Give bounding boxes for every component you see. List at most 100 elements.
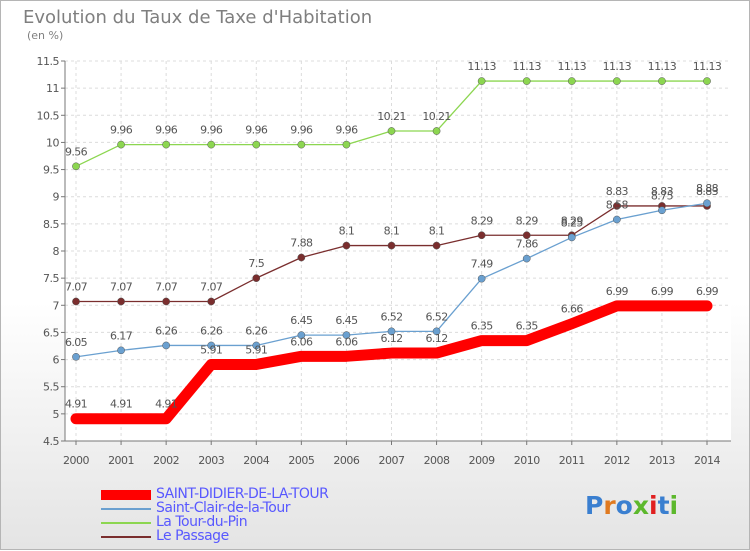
x-tick-label: 2012 <box>604 454 630 467</box>
series-point-1 <box>658 206 666 215</box>
data-label-0: 6.12 <box>426 332 448 345</box>
data-label-0: 6.06 <box>290 335 313 348</box>
data-label-3: 7.07 <box>110 280 133 293</box>
x-tick-label: 2004 <box>243 454 269 467</box>
series-point-3 <box>613 202 621 210</box>
x-tick-label: 2002 <box>153 454 179 467</box>
data-label-0: 6.06 <box>335 335 358 348</box>
series-point-1 <box>522 254 531 263</box>
data-label-3: 8.29 <box>561 214 584 227</box>
data-label-2: 11.13 <box>648 60 677 73</box>
series-point-1 <box>703 199 711 208</box>
series-point-1 <box>432 327 441 336</box>
data-label-3: 7.88 <box>290 237 313 250</box>
data-label-1: 6.05 <box>65 336 88 349</box>
data-label-0: 6.99 <box>651 285 674 298</box>
data-label-2: 9.96 <box>290 124 313 137</box>
logo-letter: i <box>649 491 658 520</box>
data-label-2: 10.21 <box>377 110 406 123</box>
legend-label: La Tour-du-Pin <box>156 514 248 530</box>
series-point-1 <box>387 327 396 336</box>
legend-swatch <box>101 508 151 510</box>
data-label-1: 8.75 <box>651 189 674 202</box>
data-label-0: 5.91 <box>200 343 222 356</box>
series-point-1 <box>613 215 621 224</box>
logo-letter: t <box>657 491 670 520</box>
data-label-1: 7.86 <box>516 238 539 251</box>
logo-letter: x <box>632 491 649 520</box>
logo-letter: o <box>615 491 633 520</box>
series-point-2 <box>387 127 396 135</box>
y-tick-label: 5 <box>53 408 60 421</box>
legend-label: SAINT-DIDIER-DE-LA-TOUR <box>156 486 329 502</box>
y-tick-label: 6 <box>53 354 60 367</box>
x-tick-label: 2007 <box>379 454 405 467</box>
series-point-3 <box>432 241 441 250</box>
data-label-1: 6.26 <box>200 324 223 337</box>
data-label-3: 8.1 <box>384 225 400 238</box>
x-tick-label: 2001 <box>108 454 134 467</box>
data-label-1: 6.26 <box>245 324 268 337</box>
data-label-0: 6.35 <box>516 320 539 333</box>
series-point-1 <box>342 331 351 339</box>
x-tick-label: 2009 <box>469 454 495 467</box>
data-label-1: 8.58 <box>606 199 629 212</box>
data-label-3: 8.83 <box>696 185 719 198</box>
series-point-3 <box>117 297 125 306</box>
x-tick-label: 2000 <box>63 454 89 467</box>
series-point-3 <box>522 231 531 240</box>
data-label-2: 10.21 <box>422 110 451 123</box>
series-line-0 <box>70 300 713 425</box>
series-point-1 <box>162 341 170 350</box>
series-point-1 <box>297 331 306 339</box>
data-label-3: 7.07 <box>200 280 223 293</box>
data-label-2: 11.13 <box>693 60 722 73</box>
data-label-2: 9.96 <box>110 124 133 137</box>
series-point-2 <box>703 77 711 85</box>
y-tick-label: 8.5 <box>43 218 59 231</box>
data-label-0: 6.99 <box>606 285 629 298</box>
legend-swatch <box>101 490 151 500</box>
series-point-3 <box>477 231 486 240</box>
y-tick-label: 8 <box>53 245 60 258</box>
series-point-2 <box>117 140 125 149</box>
data-label-1: 6.26 <box>155 324 178 337</box>
data-label-0: 6.99 <box>696 285 719 298</box>
series-point-2 <box>477 77 486 85</box>
y-tick-label: 6.5 <box>43 326 59 339</box>
series-point-1 <box>207 341 216 350</box>
data-label-2: 11.13 <box>512 60 541 73</box>
series-point-3 <box>162 297 170 306</box>
proxiti-logo: Proxiti <box>585 491 678 520</box>
series-point-2 <box>522 77 531 85</box>
y-tick-label: 10.5 <box>37 109 60 122</box>
logo-letter: P <box>585 491 604 520</box>
series-point-3 <box>72 297 80 306</box>
series-point-2 <box>207 140 216 149</box>
y-tick-label: 9 <box>53 191 60 204</box>
data-label-0: 5.91 <box>245 343 267 356</box>
series-point-2 <box>432 127 441 135</box>
data-label-3: 8.29 <box>516 214 539 227</box>
x-tick-label: 2014 <box>694 454 720 467</box>
data-label-2: 9.96 <box>155 124 178 137</box>
series-point-1 <box>567 233 576 242</box>
x-tick-label: 2003 <box>198 454 224 467</box>
data-label-2: 9.56 <box>65 145 88 158</box>
data-label-1: 7.49 <box>471 258 494 271</box>
data-label-3: 7.07 <box>155 280 178 293</box>
data-label-3: 8.1 <box>339 225 355 238</box>
series-point-2 <box>252 140 261 149</box>
x-tick-label: 2005 <box>288 454 314 467</box>
x-tick-label: 2008 <box>424 454 450 467</box>
data-label-2: 9.96 <box>200 124 223 137</box>
data-label-2: 11.13 <box>603 60 632 73</box>
y-tick-label: 7.5 <box>43 272 59 285</box>
series-point-1 <box>117 346 125 355</box>
data-label-3: 8.83 <box>606 185 629 198</box>
data-label-3: 8.83 <box>651 185 674 198</box>
data-label-2: 9.96 <box>245 124 268 137</box>
data-label-1: 6.45 <box>335 314 358 327</box>
